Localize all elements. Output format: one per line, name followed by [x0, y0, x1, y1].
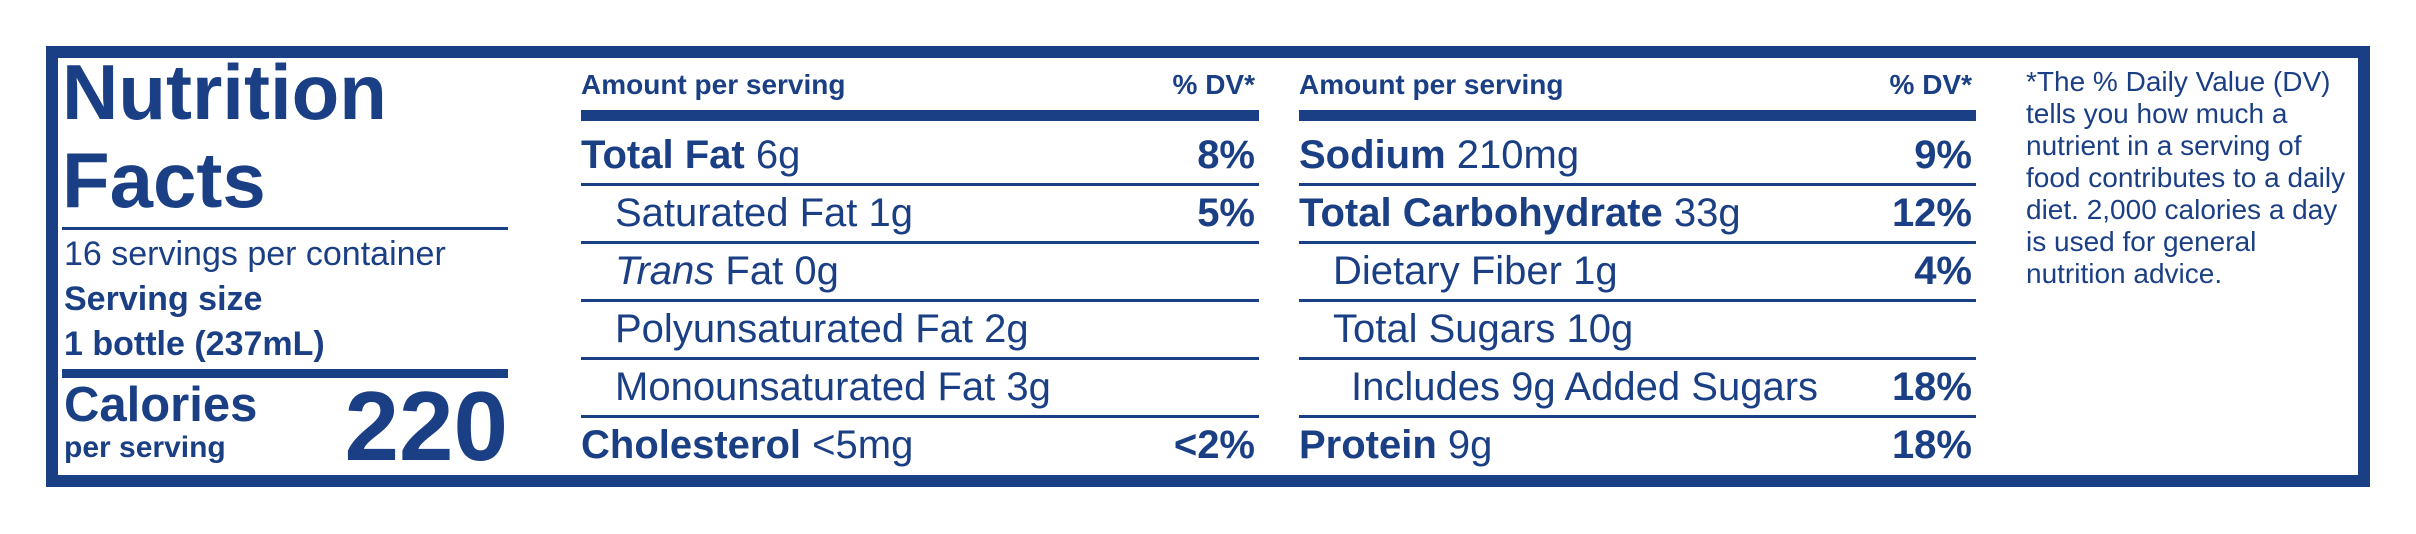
nutrient-amount: 1g: [1573, 249, 1618, 293]
nutrient-dv: 5%: [1197, 191, 1255, 235]
nutrient-label: Total Sugars 10g: [1333, 302, 1633, 357]
header-amount: Amount per serving: [1299, 69, 1564, 100]
header-bar: [1299, 110, 1976, 121]
nutrient-name: Includes 9g Added Sugars: [1351, 365, 1819, 409]
calories-value: 220: [344, 371, 508, 481]
footnote: *The % Daily Value (DV) tells you how mu…: [2026, 66, 2346, 289]
nutrient-name: Dietary Fiber: [1333, 249, 1562, 293]
nutrient-amount: 2g: [984, 307, 1029, 351]
nutrient-label: Dietary Fiber 1g: [1333, 244, 1618, 299]
nutrient-label: Saturated Fat 1g: [615, 186, 913, 241]
nutrient-row: Dietary Fiber 1g 4%: [1299, 244, 1976, 302]
nutrient-row: Total Sugars 10g: [1299, 302, 1976, 360]
nutrient-label: Protein 9g: [1299, 418, 1492, 473]
serving-size-label: Serving size: [64, 280, 263, 318]
nutrient-amount: 33g: [1673, 191, 1741, 235]
nutrient-italic: Trans: [615, 249, 715, 293]
nutrient-label: Sodium 210mg: [1299, 128, 1579, 183]
nutrient-label: Monounsaturated Fat 3g: [615, 360, 1051, 415]
header-dv: % DV*: [1172, 69, 1255, 100]
thick-divider: [62, 369, 508, 378]
label-border: [46, 46, 2370, 487]
nutrient-row: Total Carbohydrate 33g 12%: [1299, 186, 1976, 244]
header-bar: [581, 110, 1259, 121]
nutrient-name: Sodium: [1299, 133, 1446, 177]
nutrient-row: Monounsaturated Fat 3g: [581, 360, 1259, 418]
calories-label: Calories: [64, 378, 258, 432]
nutrient-amount: 9g: [1447, 423, 1493, 467]
nutrient-label: Cholesterol <5mg: [581, 418, 913, 473]
header-dv: % DV*: [1889, 69, 1972, 100]
nutrient-row: Polyunsaturated Fat 2g: [581, 302, 1259, 360]
nutrient-amount: 1g: [868, 191, 914, 235]
nutrient-name: Total Carbohydrate: [1299, 191, 1663, 235]
header-amount: Amount per serving: [581, 69, 846, 100]
nutrient-dv: 4%: [1914, 249, 1972, 293]
nutrient-row: Saturated Fat 1g 5%: [581, 186, 1259, 244]
nutrient-amount: 10g: [1566, 307, 1634, 351]
serving-size: 1 bottle (237mL): [64, 325, 325, 363]
nutrient-name: Cholesterol: [581, 423, 802, 467]
nutrient-name: Protein: [1299, 423, 1437, 467]
nutrient-label: Trans Fat 0g: [615, 244, 839, 299]
nutrient-name: Total Sugars: [1333, 307, 1556, 351]
nutrient-dv: 12%: [1891, 191, 1972, 235]
nutrient-name: Polyunsaturated Fat: [615, 307, 973, 351]
nutrient-amount: 3g: [1006, 365, 1051, 409]
nutrient-dv: 9%: [1914, 133, 1972, 177]
nutrient-dv: 18%: [1891, 423, 1972, 467]
nutrient-row: Trans Fat 0g: [581, 244, 1259, 302]
nutrient-dv: 8%: [1197, 133, 1255, 177]
calories-sub: per serving: [64, 431, 226, 464]
nutrient-row: Protein 9g 18%: [1299, 418, 1976, 476]
divider: [62, 227, 508, 230]
nutrient-name: Monounsaturated Fat: [615, 365, 996, 409]
servings: 16 servings per container: [64, 235, 446, 273]
nutrient-dv: 18%: [1891, 365, 1972, 409]
nutrient-label: Total Fat 6g: [581, 128, 800, 183]
nutrient-row: Cholesterol <5mg <2%: [581, 418, 1259, 476]
nutrient-amount: <5mg: [812, 423, 914, 467]
nutrient-name: Total Fat: [581, 133, 745, 177]
nutrient-amount: 210mg: [1456, 133, 1580, 177]
nutrient-row: Sodium 210mg 9%: [1299, 128, 1976, 186]
label-title: Nutrition Facts: [62, 48, 387, 224]
nutrient-dv: <2%: [1173, 423, 1255, 467]
nutrient-label: Includes 9g Added Sugars: [1351, 360, 1818, 415]
nutrient-label: Polyunsaturated Fat 2g: [615, 302, 1029, 357]
nutrient-row: Includes 9g Added Sugars 18%: [1299, 360, 1976, 418]
nutrient-name: Saturated Fat: [615, 191, 858, 235]
nutrient-amount: 6g: [755, 133, 801, 177]
nutrient-label: Total Carbohydrate 33g: [1299, 186, 1741, 241]
nutrient-amount: 0g: [794, 249, 839, 293]
nutrient-row: Total Fat 6g 8%: [581, 128, 1259, 186]
nutrient-name: Fat: [725, 249, 784, 293]
